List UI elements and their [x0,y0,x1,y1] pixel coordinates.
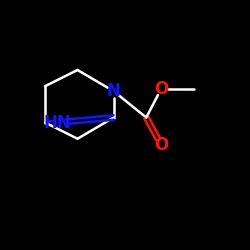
Text: HN: HN [44,114,72,132]
Text: O: O [154,136,168,154]
Text: N: N [107,82,121,100]
Text: O: O [154,80,168,98]
